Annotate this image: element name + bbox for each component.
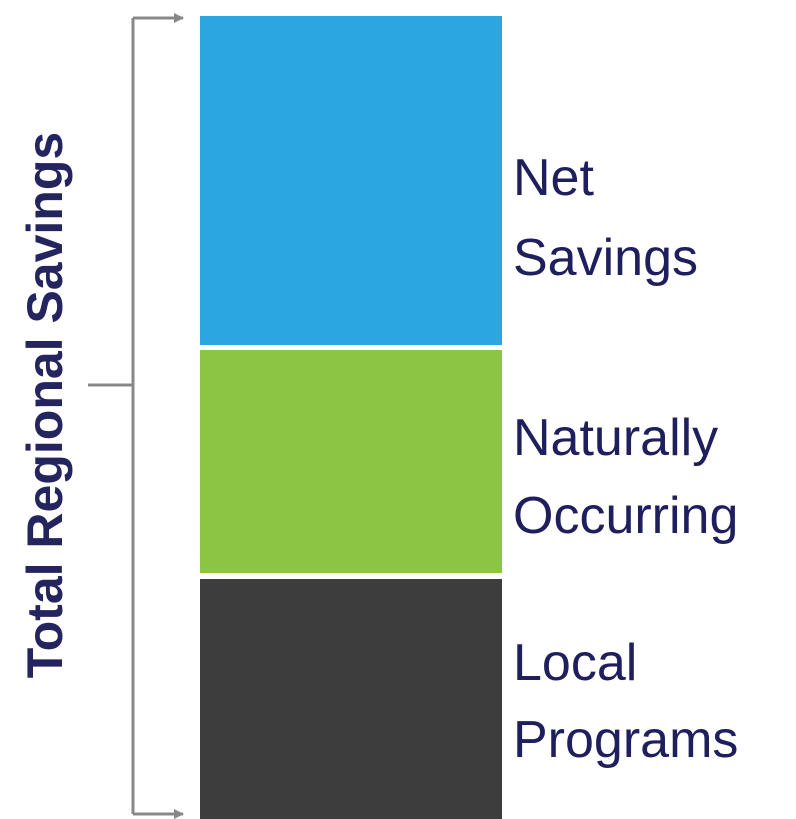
title: Total Regional Savings (17, 132, 73, 678)
segment (200, 579, 502, 819)
segment-label: Occurring (513, 487, 738, 545)
segment-label: Naturally (513, 409, 718, 467)
segment-label: Savings (513, 229, 698, 287)
segment (200, 350, 502, 573)
segment-label: Programs (513, 711, 738, 769)
segment-label: Net (513, 149, 594, 207)
segment (200, 16, 502, 345)
segment-label: Local (513, 634, 637, 692)
bracket (88, 13, 184, 819)
